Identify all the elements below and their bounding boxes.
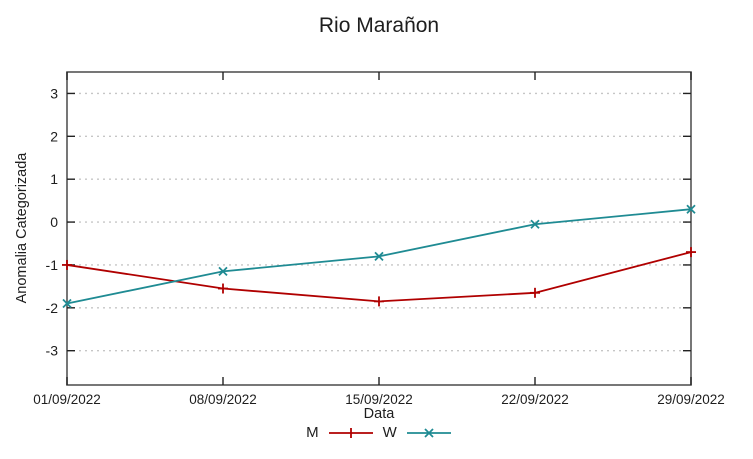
y-tick-label: -3 [46,343,59,359]
y-tick-label: 0 [50,214,58,230]
y-tick-label: -2 [46,300,59,316]
legend-line-cross-icon [406,427,451,438]
x-tick-label: 01/09/2022 [33,392,101,407]
x-tick-label: 08/09/2022 [189,392,257,407]
y-tick-label: -1 [46,257,59,273]
series-line-m [66,251,692,303]
marker-cross-icon [374,251,384,262]
marker-cross-icon [62,298,72,309]
marker-cross-icon [686,204,696,214]
marker-cross-icon [218,266,228,277]
x-tick-label: 22/09/2022 [501,392,569,407]
x-tick-label: 29/09/2022 [657,392,725,407]
legend: M W [67,424,691,441]
legend-label-m: M [306,424,319,441]
y-tick-label: 1 [50,171,58,187]
x-tick-label: 15/09/2022 [345,392,413,407]
legend-line-plus-icon [328,427,373,438]
y-tick-label: 3 [50,85,58,101]
plot-frame [66,71,692,386]
marker-cross-icon [530,219,540,229]
x-axis-title: Data [363,406,395,422]
legend-swatch-m-icon [328,427,374,439]
legend-label-w: W [382,424,397,441]
chart-title: Rio Marañon [318,14,440,37]
y-tick-label: 2 [50,128,58,144]
legend-swatch-w-icon [406,427,452,439]
